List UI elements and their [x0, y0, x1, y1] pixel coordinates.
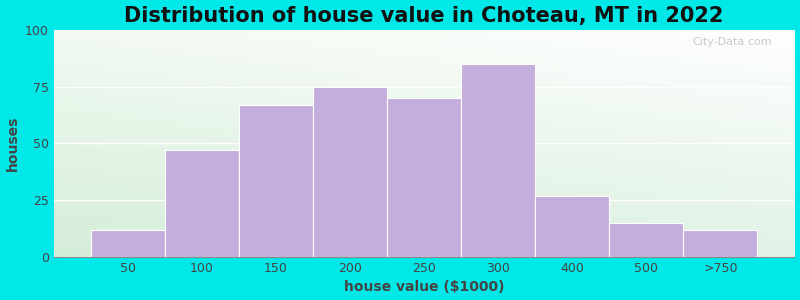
X-axis label: house value ($1000): house value ($1000): [344, 280, 504, 294]
Y-axis label: houses: houses: [6, 116, 19, 171]
Bar: [91, 230, 165, 257]
Title: Distribution of house value in Choteau, MT in 2022: Distribution of house value in Choteau, …: [125, 6, 724, 26]
Bar: [313, 87, 387, 257]
Text: City-Data.com: City-Data.com: [693, 37, 772, 47]
Bar: [387, 98, 461, 257]
Bar: [165, 150, 239, 257]
Bar: [239, 105, 313, 257]
Bar: [535, 196, 610, 257]
Bar: [461, 64, 535, 257]
Bar: [683, 230, 758, 257]
Bar: [610, 223, 683, 257]
